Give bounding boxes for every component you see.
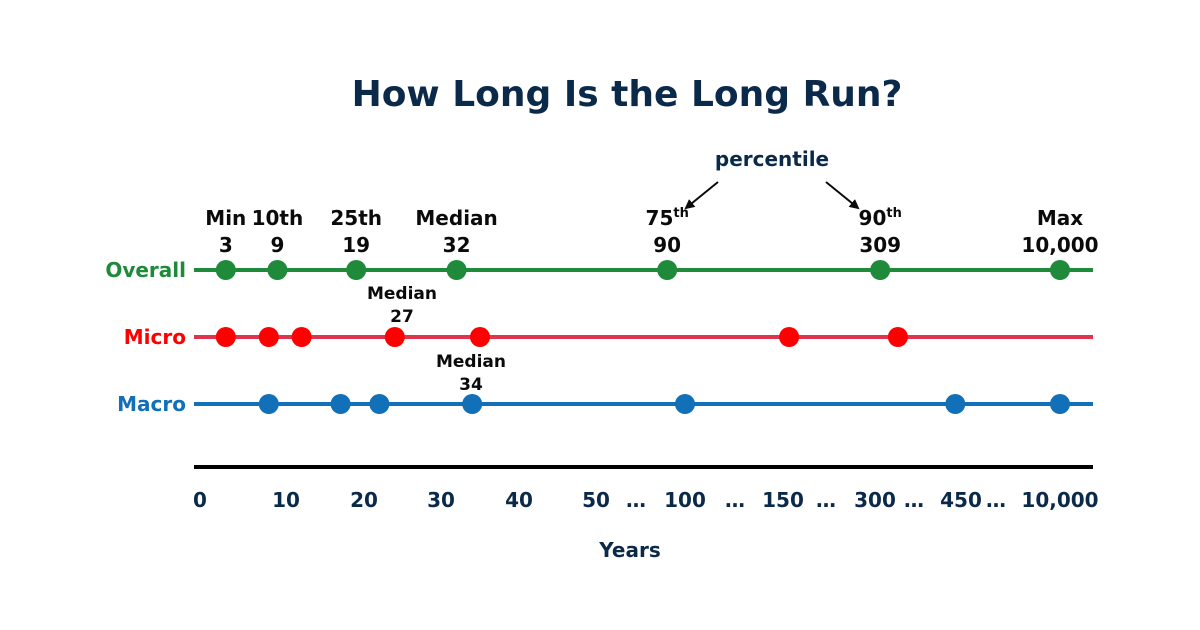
overall-annotation-value-5: 309: [859, 233, 901, 257]
x-tick-label-5: 50: [582, 488, 610, 512]
x-tick-label-3: 30: [427, 488, 455, 512]
micro-point-2: [291, 327, 312, 347]
overall-point-1: [267, 260, 288, 280]
overall-annotation-value-4: 90: [653, 233, 681, 257]
overall-point-6: [1050, 260, 1070, 280]
macro-median-value: 34: [459, 375, 483, 395]
overall-point-5: [870, 260, 891, 280]
x-tick-label-8: …: [725, 488, 745, 512]
overall-point-0: [215, 260, 236, 280]
overall-point-2: [346, 260, 367, 280]
macro-point-3: [462, 394, 483, 414]
overall-annotation-value-6: 10,000: [1021, 233, 1098, 257]
x-tick-label-1: 10: [272, 488, 300, 512]
overall-annotations: Min 3 10th 9 25th 19 Median 32 75th 90 90th 309 Max 1…: [205, 206, 1098, 257]
micro-point-6: [887, 327, 908, 347]
overall-series-label: Overall: [105, 258, 186, 282]
series-labels: Overall Micro Macro: [105, 258, 186, 416]
macro-series-label: Macro: [117, 392, 186, 416]
x-tick-label-14: …: [986, 488, 1006, 512]
overall-annotation-value-2: 19: [342, 233, 370, 257]
x-tick-label-9: 150: [762, 488, 804, 512]
percentile-note: percentile: [715, 147, 829, 171]
percentile-arrow-right: [825, 181, 860, 210]
macro-point-1: [330, 394, 351, 414]
micro-point-3: [384, 327, 405, 347]
x-axis-title: Years: [598, 538, 660, 562]
overall-annotation-label-2: 25th: [330, 206, 382, 230]
overall-annotation-sup-5: th: [886, 206, 901, 221]
x-tick-label-2: 20: [350, 488, 378, 512]
x-tick-label-0: 0: [193, 488, 207, 512]
micro-median-value: 27: [390, 307, 414, 327]
x-tick-label-11: 300: [854, 488, 896, 512]
overall-annotation-value-1: 9: [270, 233, 284, 257]
micro-point-5: [779, 327, 800, 347]
macro-point-5: [945, 394, 966, 414]
overall-annotation-label-5: 90th: [859, 206, 902, 230]
micro-point-4: [470, 327, 490, 347]
overall-annotation-label-1: 10th: [252, 206, 304, 230]
macro-point-0: [258, 394, 279, 414]
overall-annotation-sup-4: th: [673, 206, 688, 221]
overall-point-4: [657, 260, 678, 280]
micro-point-0: [215, 327, 236, 347]
x-tick-label-10: …: [816, 488, 836, 512]
series-points: [215, 260, 1070, 414]
x-tick-label-7: 100: [664, 488, 706, 512]
macro-point-2: [369, 394, 390, 414]
x-tick-labels: 0 10 20 30 40 50… 100… 150… 300… 450… 10,000: [193, 488, 1099, 512]
overall-annotation-label-6: Max: [1037, 206, 1083, 230]
x-tick-label-15: 10,000: [1021, 488, 1098, 512]
percentile-arrow-left: [684, 181, 719, 210]
macro-point-6: [1050, 394, 1070, 414]
macro-median-label: Median: [436, 352, 506, 372]
micro-point-1: [258, 327, 279, 347]
overall-annotation-value-0: 3: [219, 233, 233, 257]
series-lines: [194, 268, 1093, 406]
x-tick-label-6: …: [626, 488, 646, 512]
overall-annotation-label-3: Median: [415, 206, 497, 230]
x-tick-label-4: 40: [505, 488, 533, 512]
x-tick-label-13: 450: [940, 488, 982, 512]
micro-median-label: Median: [367, 284, 437, 304]
macro-point-4: [675, 394, 695, 414]
overall-point-3: [446, 260, 467, 280]
overall-annotation-label-4: 75th: [646, 206, 689, 230]
overall-annotation-label-0: Min: [205, 206, 246, 230]
micro-series-label: Micro: [124, 325, 186, 349]
chart-title: How Long Is the Long Run?: [352, 74, 903, 115]
x-tick-label-12: …: [904, 488, 924, 512]
overall-annotation-value-3: 32: [443, 233, 471, 257]
